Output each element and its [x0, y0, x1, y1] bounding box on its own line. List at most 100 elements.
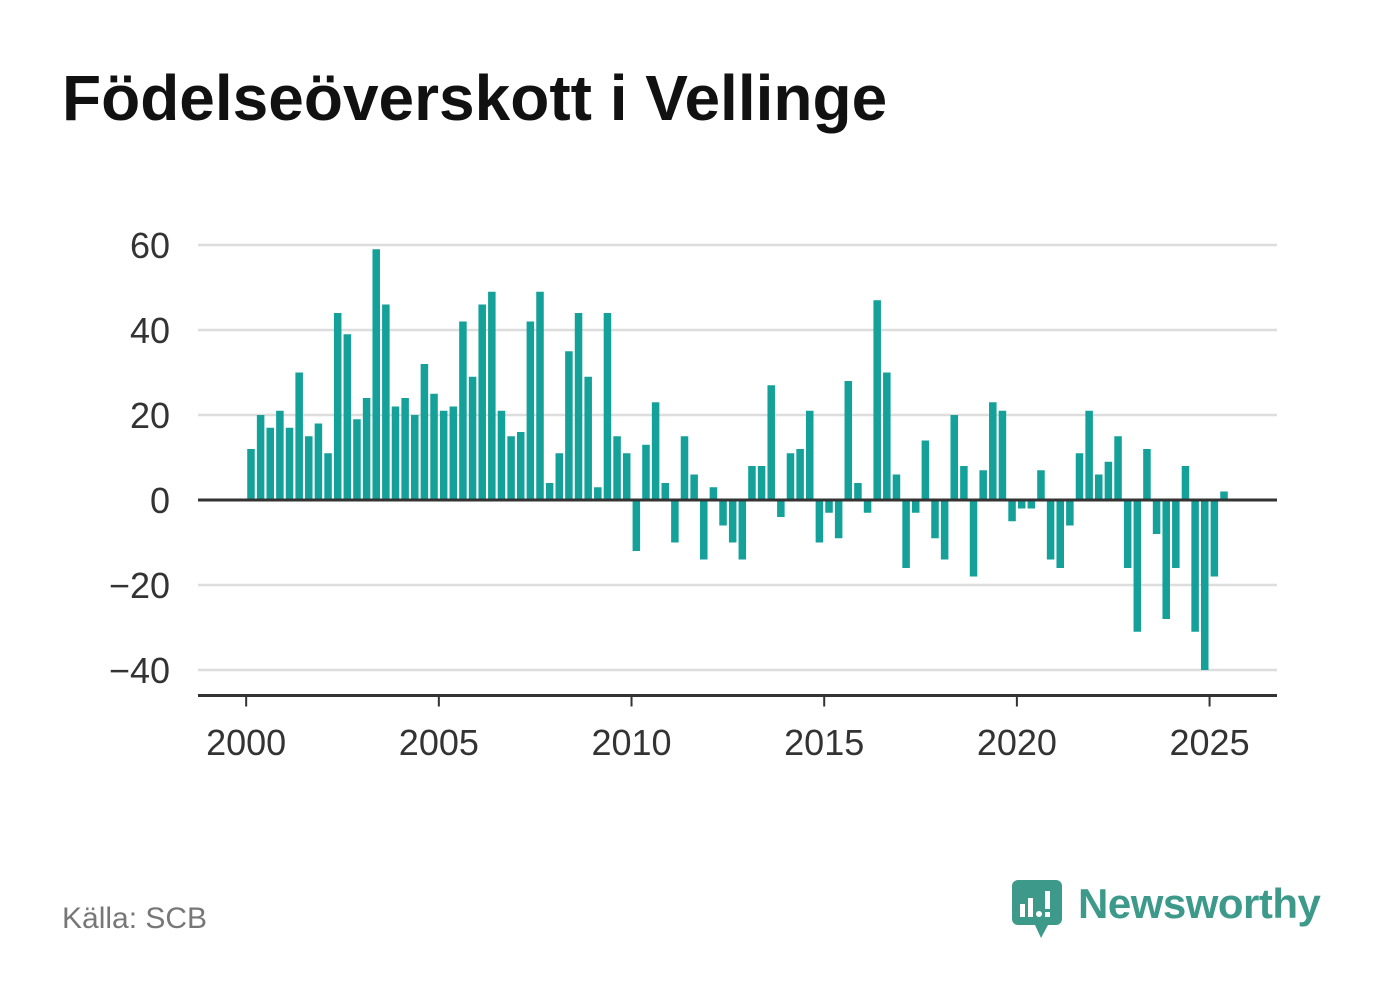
bar-2003-q1: [362, 398, 371, 500]
bar-2013-q1: [748, 466, 756, 500]
bar-2012-q1: [709, 487, 718, 500]
bar-2016-q1: [863, 500, 872, 513]
bar-2005-q3: [459, 321, 467, 500]
bar-2017-q3: [921, 440, 930, 500]
bar-2024-q1: [1172, 500, 1180, 568]
bar-2006-q1: [478, 304, 486, 500]
bar-2005-q1: [439, 410, 448, 500]
bar-2024-q2: [1181, 466, 1190, 500]
source-note: Källa: SCB: [62, 902, 208, 935]
bar-2014-q3: [805, 410, 814, 500]
bar-2012-q3: [728, 500, 737, 543]
bar-2000-q1: [247, 449, 255, 500]
bar-2022-q1: [1095, 474, 1103, 500]
bar-2003-q3: [382, 304, 390, 500]
bar-2006-q2: [488, 291, 496, 500]
bar-2023-q2: [1143, 449, 1151, 500]
bar-2011-q2: [680, 436, 689, 500]
bar-2005-q2: [449, 406, 458, 500]
bar-2024-q3: [1191, 500, 1199, 632]
bar-2009-q4: [622, 453, 631, 500]
bar-2013-q4: [777, 500, 785, 517]
bar-2009-q2: [603, 313, 612, 500]
bar-2010-q4: [661, 483, 670, 500]
bar-2012-q4: [738, 500, 747, 560]
bar-2021-q1: [1056, 500, 1064, 568]
bar-2002-q3: [343, 334, 352, 500]
bar-2015-q2: [834, 500, 843, 539]
bar-2005-q4: [468, 376, 477, 500]
bar-2016-q2: [873, 300, 881, 500]
bar-2022-q3: [1114, 436, 1122, 500]
x-tick-label: 2025: [1170, 722, 1250, 763]
bars: [247, 249, 1228, 670]
y-tick-label: 60: [130, 225, 170, 266]
bar-2017-q4: [931, 500, 939, 539]
bar-2021-q2: [1066, 500, 1074, 526]
y-tick-label: −40: [109, 650, 170, 691]
bar-2000-q3: [266, 427, 275, 500]
bar-2004-q1: [401, 398, 409, 500]
bar-2013-q3: [767, 385, 775, 500]
bar-2015-q3: [844, 381, 853, 500]
bar-2003-q4: [391, 406, 400, 500]
bar-2001-q2: [295, 372, 303, 500]
bar-2015-q1: [825, 500, 833, 513]
x-axis-labels: 2000 2005 2010 2015 2020 2025: [206, 695, 1250, 763]
bar-2006-q3: [497, 410, 506, 500]
bar-2003-q2: [372, 249, 380, 500]
bar-2008-q1: [555, 453, 564, 500]
bar-2014-q2: [796, 449, 804, 500]
bar-2000-q2: [256, 415, 265, 500]
bar-2008-q4: [584, 376, 592, 500]
bar-2023-q1: [1133, 500, 1142, 632]
newsworthy-logo-icon: [1012, 880, 1062, 938]
bar-2022-q2: [1104, 461, 1113, 500]
y-tick-label: −20: [109, 565, 170, 606]
bar-2009-q3: [613, 436, 621, 500]
bar-2020-q1: [1017, 500, 1026, 509]
bar-2014-q1: [786, 453, 795, 500]
bar-2020-q3: [1037, 470, 1045, 500]
bar-2010-q3: [651, 402, 660, 500]
bar-2001-q3: [305, 436, 313, 500]
bar-2006-q4: [507, 436, 515, 500]
bar-2009-q1: [594, 487, 602, 500]
bar-2014-q4: [815, 500, 824, 543]
bar-2015-q4: [854, 483, 862, 500]
bar-2004-q3: [420, 364, 429, 500]
bar-2024-q4: [1200, 500, 1209, 670]
bar-2010-q1: [632, 500, 641, 551]
bar-2007-q3: [536, 291, 544, 500]
bar-2004-q2: [411, 415, 419, 500]
bar-2007-q4: [545, 483, 554, 500]
bar-2023-q3: [1152, 500, 1161, 534]
bar-2011-q1: [671, 500, 679, 543]
newsworthy-logo-text: Newsworthy: [1078, 880, 1321, 927]
y-tick-label: 0: [150, 480, 170, 521]
bar-2016-q3: [883, 372, 891, 500]
x-tick-label: 2005: [399, 722, 479, 763]
bar-2020-q4: [1046, 500, 1055, 560]
x-tick-label: 2015: [784, 722, 864, 763]
bar-2002-q2: [333, 313, 342, 500]
bar-2001-q4: [314, 423, 323, 500]
bar-2007-q2: [526, 321, 535, 500]
bar-2016-q4: [892, 474, 901, 500]
bar-2013-q2: [757, 466, 766, 500]
bar-2023-q4: [1162, 500, 1170, 619]
x-tick-label: 2020: [977, 722, 1057, 763]
bar-2025-q1: [1210, 500, 1219, 577]
bar-2022-q4: [1123, 500, 1132, 568]
bar-2011-q3: [690, 474, 698, 500]
bar-2004-q4: [430, 393, 438, 500]
bar-2011-q4: [700, 500, 708, 560]
bar-2019-q3: [998, 410, 1007, 500]
y-tick-label: 40: [130, 310, 170, 351]
bar-2019-q1: [979, 470, 987, 500]
bar-2018-q2: [950, 415, 959, 500]
bar-2017-q2: [911, 500, 920, 513]
bar-2010-q2: [642, 444, 650, 500]
bar-2021-q3: [1075, 453, 1084, 500]
